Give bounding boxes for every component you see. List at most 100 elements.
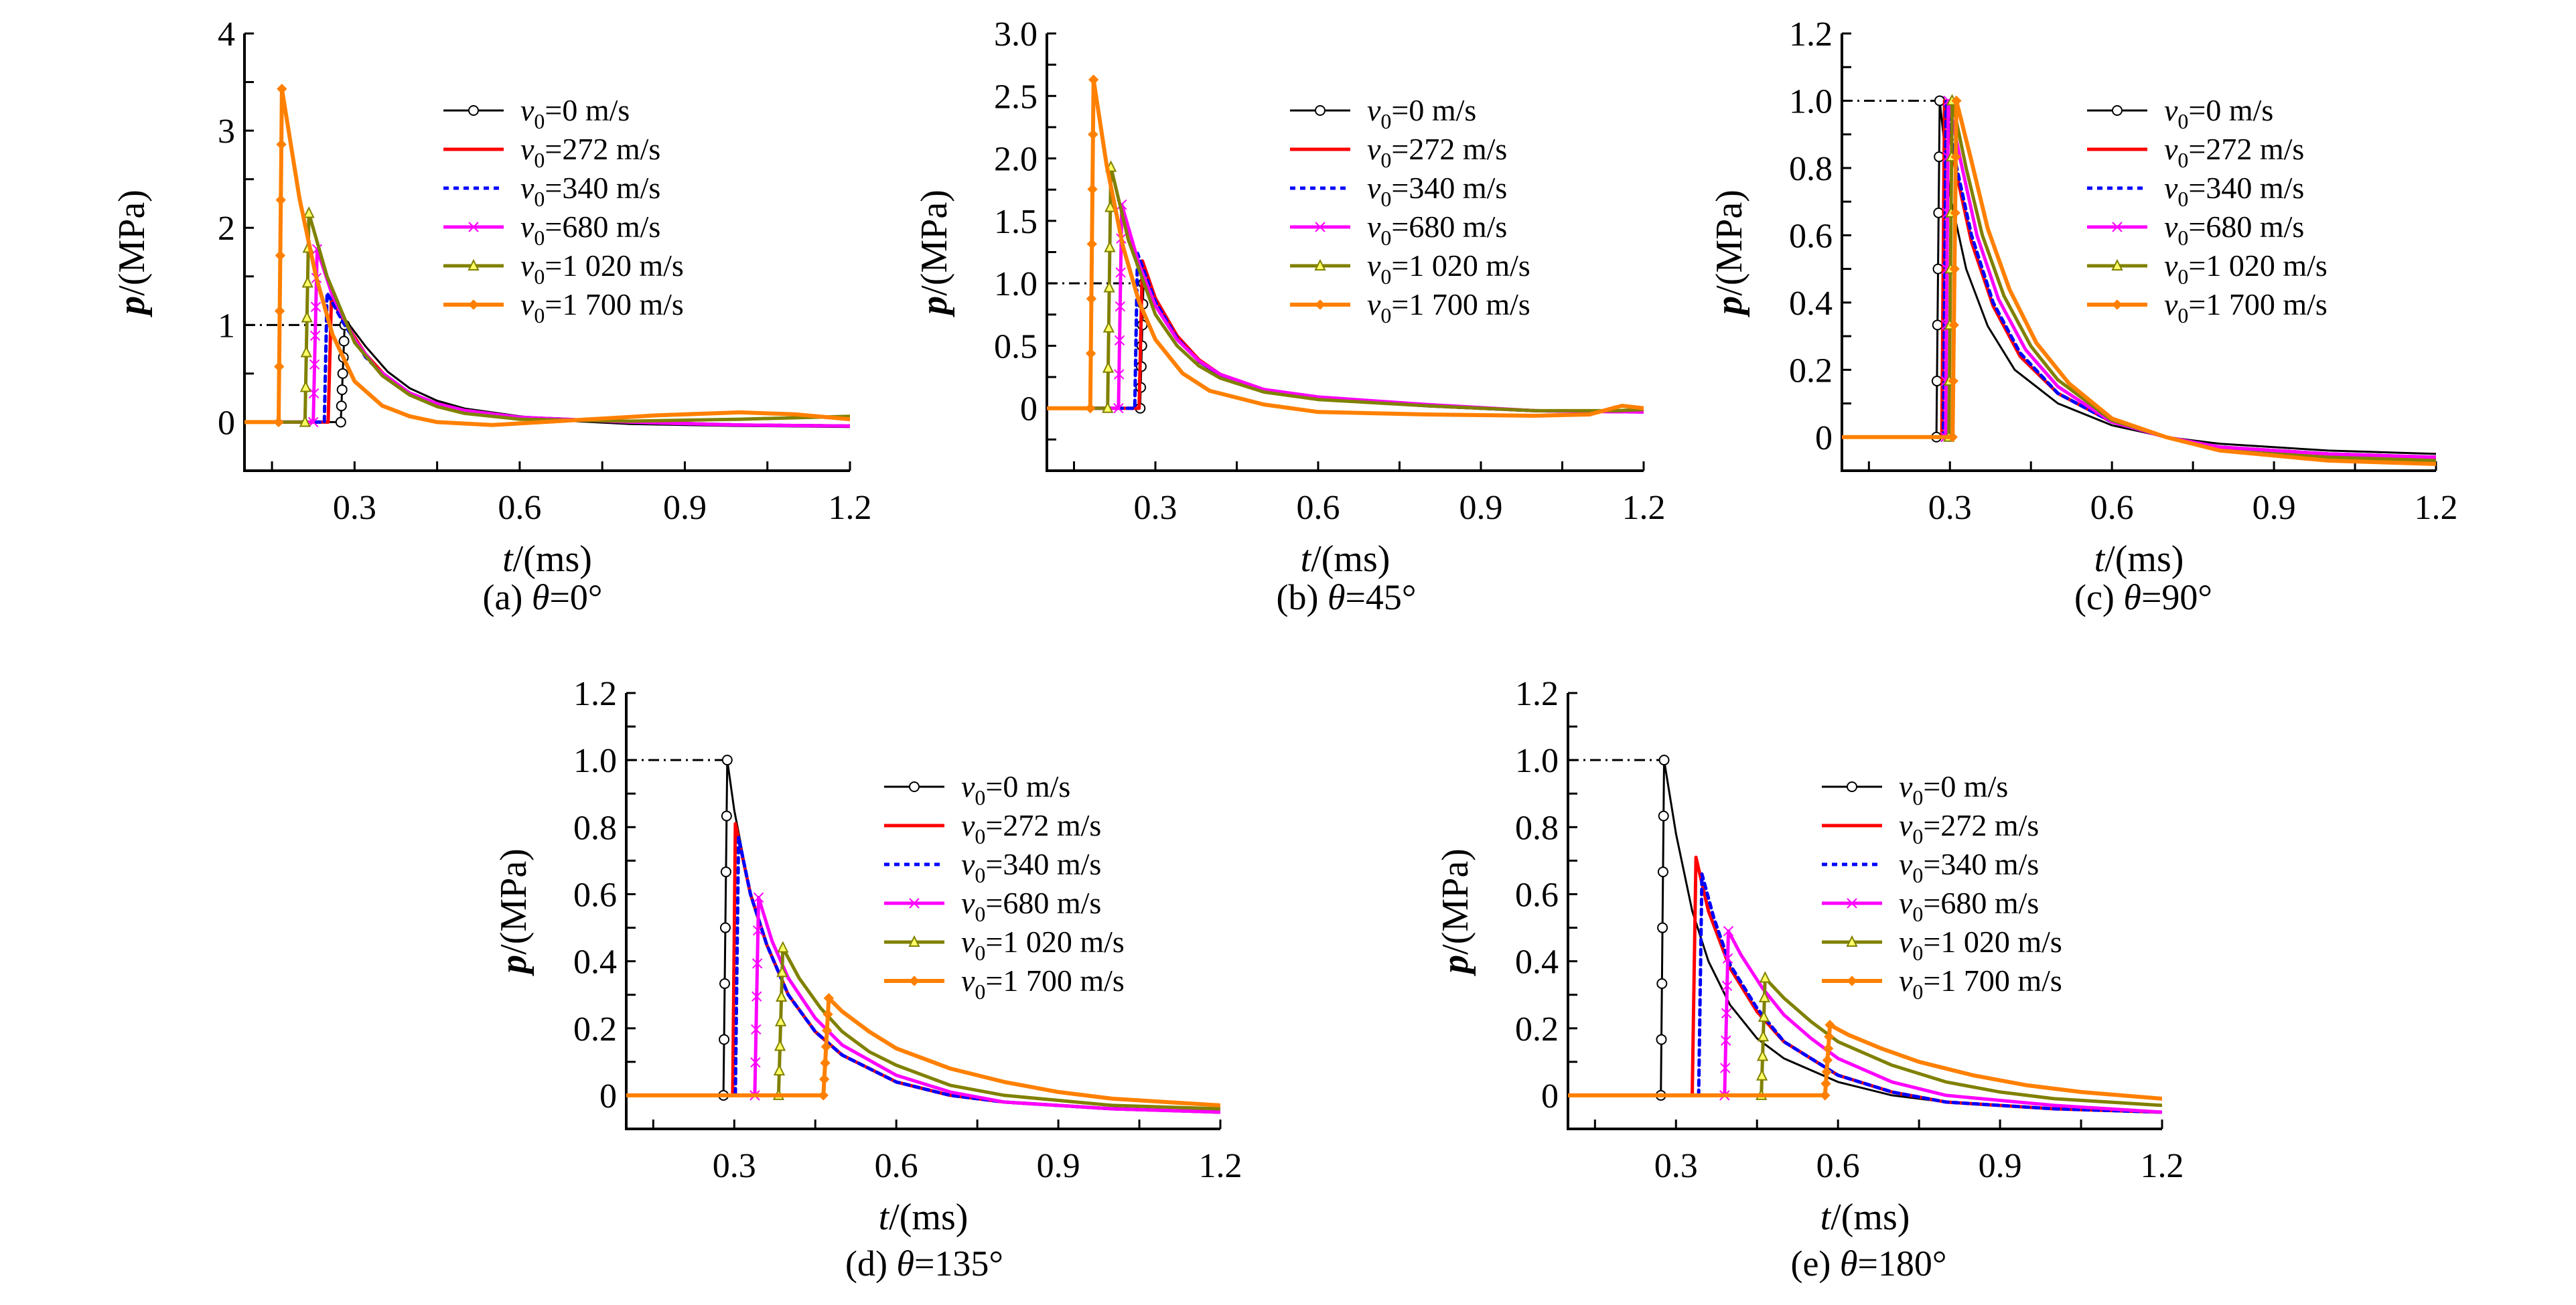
legend-label: v0=680 m/s [961,886,1101,926]
legend-item: v0=0 m/s [1290,93,1476,133]
legend-label: v0=340 m/s [1899,847,2039,887]
x-tick-label: 0.6 [498,489,541,527]
y-tick-label: 0.4 [1515,943,1559,982]
legend-label: v0=680 m/s [1367,210,1507,250]
legend-item: v0=340 m/s [1822,847,2039,887]
legend-item: v0=0 m/s [884,769,1070,810]
legend-label: v0=680 m/s [1899,886,2039,926]
series-line-v0_680 [1842,99,2436,459]
data-point-marker [751,1024,762,1035]
y-tick-label: 1.2 [573,675,617,713]
y-tick-label: 2.0 [994,141,1037,179]
series-line-v0_680 [626,896,1220,1114]
data-point-marker [1657,866,1668,878]
data-point-marker [1113,403,1124,414]
legend-label: v0=1 700 m/s [520,287,684,327]
legend-marker-icon [2112,299,2123,310]
legend-item: v0=680 m/s [884,886,1101,926]
legend-label: v0=340 m/s [2164,171,2304,211]
data-point-marker [309,359,320,370]
y-axis-label: p/(MPa) [111,189,153,317]
y-axis-label: p/(MPa) [493,848,534,976]
data-point-marker [1721,1035,1731,1046]
x-tick-label: 0.9 [1037,1147,1080,1185]
data-point-marker [301,276,313,288]
data-point-marker [1932,319,1943,331]
data-point-marker [1948,319,1959,331]
axes-frame [1567,693,2162,1130]
data-point-marker [299,380,311,392]
data-point-marker [1721,1008,1732,1018]
data-point-marker [1758,1010,1770,1022]
x-tick-label: 0.3 [1134,489,1177,527]
legend-marker-icon [909,781,920,792]
data-point-marker [1951,95,1962,106]
data-point-marker [1103,281,1115,293]
data-point-marker [1114,335,1125,346]
panel-c: 0.3 0.6 0.9 1.2 0 0.2 0.4 0.6 0.8 1.0 1.2 t/(ms) p/(… [1709,15,2458,617]
legend-label: v0=1 020 m/s [1899,925,2062,965]
y-tick-label: 0.5 [994,327,1037,366]
panel-e: 0.3 0.6 0.9 1.2 0 0.2 0.4 0.6 0.8 1.0 1.2 t/(ms) p/(… [1435,675,2184,1284]
x-tick-label: 0.9 [1459,489,1503,527]
data-point-marker [1087,183,1098,195]
x-axis-label: t/(ms) [1301,538,1390,580]
data-point-marker [1658,755,1670,766]
y-tick-label: 0.2 [573,1010,617,1049]
data-point-marker [719,922,731,933]
x-tick-label: 0.6 [1297,489,1340,527]
x-tick-label: 0.9 [663,489,707,527]
data-point-marker [719,1034,730,1045]
data-point-marker [776,966,788,978]
data-point-marker [1104,200,1117,212]
y-axis-label: p/(MPa) [1709,189,1750,317]
series-line-v0_1700 [1842,98,2436,466]
y-tick-label: 0.4 [1789,285,1833,323]
data-point-marker [1822,1043,1834,1054]
data-point-marker [752,958,763,969]
legend-marker-icon [2111,258,2123,271]
y-tick-label: 1.5 [994,203,1037,241]
data-point-marker [273,416,284,428]
x-axis-label: t/(ms) [502,538,592,580]
x-tick-label: 1.2 [829,489,872,527]
legend-label: v0=340 m/s [961,847,1101,887]
x-tick-label: 0.3 [1928,489,1972,527]
legend-label: v0=1 700 m/s [2164,287,2328,327]
data-point-marker [335,416,346,428]
legend: v0=0 m/sv0=272 m/sv0=340 m/sv0=680 m/sv0… [1822,769,2062,1004]
data-point-marker [1759,971,1771,983]
y-tick-label: 0 [1541,1077,1559,1116]
y-tick-label: 1.2 [1789,15,1833,54]
legend-marker-icon [1847,976,1857,986]
data-point-marker [721,755,733,766]
x-tick-label: 0.9 [2252,489,2296,527]
data-point-marker [1821,1067,1832,1077]
data-point-marker [1102,361,1115,373]
y-tick-label: 3 [218,112,235,151]
legend-marker-icon [468,105,479,116]
y-tick-label: 0 [218,404,235,442]
data-point-marker [308,388,319,399]
data-point-marker [721,810,732,822]
data-point-marker [720,866,731,878]
data-point-marker [1114,369,1125,380]
legend-marker-icon [1315,222,1326,232]
legend-item: v0=1 700 m/s [443,287,684,327]
series-line-v0_0 [1842,100,2436,455]
data-point-marker [1758,990,1770,1002]
data-point-marker [1950,151,1961,162]
data-point-marker [1085,403,1096,414]
legend: v0=0 m/sv0=272 m/sv0=340 m/sv0=680 m/sv0… [443,93,684,327]
axes-frame [1046,33,1644,472]
legend: v0=0 m/sv0=272 m/sv0=340 m/sv0=680 m/sv0… [2087,93,2328,327]
data-point-marker [1721,980,1733,992]
data-point-marker [1085,348,1096,359]
legend-item: v0=1 020 m/s [884,925,1125,965]
data-point-marker [820,1041,832,1053]
data-point-marker [1947,432,1958,443]
legend-label: v0=1 700 m/s [1367,287,1530,327]
data-point-marker [1756,1069,1768,1081]
legend-item: v0=680 m/s [1822,886,2039,926]
